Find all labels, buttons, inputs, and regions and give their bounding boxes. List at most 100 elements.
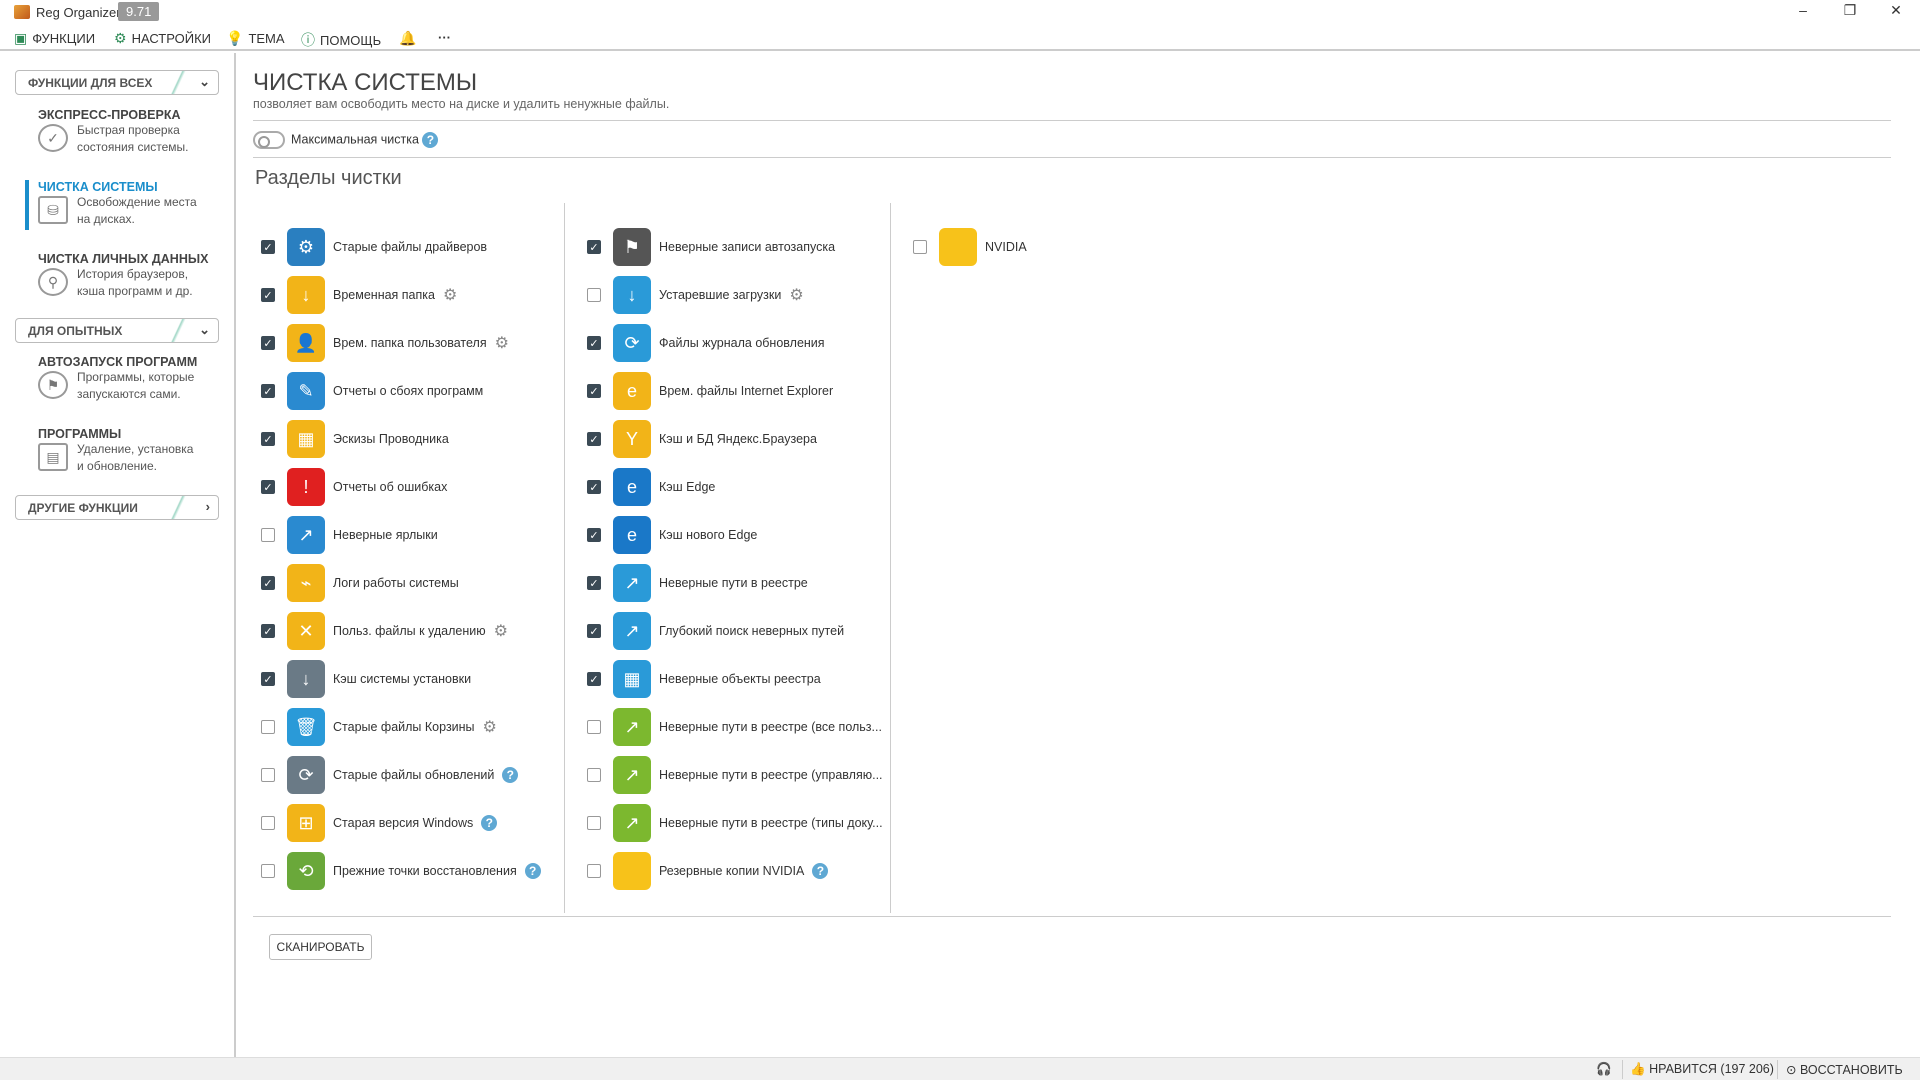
sidebar-item-system-cleanup[interactable]: ЧИСТКА СИСТЕМЫ ⛁ Освобождение места на диск… [38,180,228,228]
gear-icon[interactable]: ⚙ [494,335,509,352]
cleanup-item[interactable]: ✓ e Кэш Edge [583,465,903,509]
item-checkbox[interactable]: ✓ [587,480,601,494]
sidebar-item-programs[interactable]: ПРОГРАММЫ ▤ Удаление, установка и обновлени… [38,427,228,475]
item-checkbox[interactable]: ✓ [587,672,601,686]
gear-icon[interactable]: ⚙ [482,719,497,736]
item-checkbox[interactable]: ✓ [587,240,601,254]
item-icon: ! [287,468,325,506]
restore-button[interactable]: ❐ [1843,2,1857,18]
group-other[interactable]: ДРУГИЕ ФУНКЦИИ › [15,495,219,520]
max-clean-label: Максимальная чистка ? [291,132,439,148]
cleanup-item[interactable]: ✓ ⚑ Неверные записи автозапуска [583,225,903,269]
item-checkbox[interactable] [261,528,275,542]
item-checkbox[interactable] [587,816,601,830]
like-button[interactable]: 👍 НРАВИТСЯ (197 206) [1630,1062,1774,1077]
cleanup-item[interactable]: ✓ ▦ Неверные объекты реестра [583,657,903,701]
support-headset-icon[interactable]: 🎧 [1596,1062,1612,1076]
help-icon[interactable]: ? [524,863,541,879]
cleanup-item[interactable]: ✓ e Врем. файлы Internet Explorer [583,369,903,413]
restore-changes-button[interactable]: ⊙ ВОССТАНОВИТЬ [1786,1062,1903,1077]
item-checkbox[interactable] [913,240,927,254]
item-checkbox[interactable]: ✓ [261,576,275,590]
item-label: Врем. папка пользователя [333,336,487,350]
cleanup-item[interactable]: ⟲ Прежние точки восстановления? [257,849,577,893]
cleanup-item[interactable]: 🗑 Старые файлы Корзины ⚙ [257,705,577,749]
item-checkbox[interactable]: ✓ [261,336,275,350]
cleanup-item[interactable]: ✓ Y Кэш и БД Яндекс.Браузера [583,417,903,461]
close-button[interactable]: ✕ [1890,2,1902,18]
item-checkbox[interactable]: ✓ [587,384,601,398]
cleanup-item[interactable]: ↗ Неверные пути в реестре (все польз... [583,705,903,749]
menu-settings[interactable]: ⚙ НАСТРОЙКИ [114,30,211,47]
help-icon[interactable]: ? [481,815,498,831]
menu-help[interactable]: ⓘ ПОМОЩЬ [301,30,381,50]
item-label: Кэш и БД Яндекс.Браузера [659,432,817,446]
item-checkbox[interactable] [261,816,275,830]
item-checkbox[interactable] [587,768,601,782]
group-advanced[interactable]: ДЛЯ ОПЫТНЫХ ⌄ [15,318,219,343]
menu-functions[interactable]: ▣ ФУНКЦИИ [14,30,95,47]
gear-icon[interactable]: ⚙ [493,623,508,640]
item-checkbox[interactable]: ✓ [587,432,601,446]
cleanup-item[interactable]: ↗ Неверные ярлыки [257,513,577,557]
item-checkbox[interactable]: ✓ [261,432,275,446]
cleanup-item[interactable]: ↓ Устаревшие загрузки ⚙ [583,273,903,317]
cleanup-item[interactable]: ↗ Неверные пути в реестре (управляю... [583,753,903,797]
divider [1622,1060,1623,1079]
item-checkbox[interactable] [587,288,601,302]
item-label: Старые файлы обновлений [333,768,495,782]
cleanup-item[interactable]: ↗ Неверные пути в реестре (типы доку... [583,801,903,845]
item-checkbox[interactable] [587,864,601,878]
cleanup-item[interactable]: ⟳ Старые файлы обновлений? [257,753,577,797]
help-icon[interactable]: ? [502,767,519,783]
item-checkbox[interactable] [587,720,601,734]
scan-button[interactable]: СКАНИРОВАТЬ [269,934,372,960]
max-clean-toggle[interactable] [253,131,285,149]
item-checkbox[interactable]: ✓ [261,240,275,254]
item-checkbox[interactable]: ✓ [261,672,275,686]
cleanup-item[interactable]: ✓ e Кэш нового Edge [583,513,903,557]
item-label: Отчеты о сбоях программ [333,384,484,398]
cleanup-item[interactable]: ✓ ⚙ Старые файлы драйверов [257,225,577,269]
item-checkbox[interactable] [261,720,275,734]
cleanup-item[interactable]: ✓ ↗ Глубокий поиск неверных путей [583,609,903,653]
item-checkbox[interactable]: ✓ [587,624,601,638]
help-icon[interactable]: ? [812,863,829,879]
minimize-button[interactable]: – [1799,2,1807,18]
item-icon: e [613,468,651,506]
item-checkbox[interactable]: ✓ [587,528,601,542]
cleanup-item[interactable]: ✓ ⟳ Файлы журнала обновления [583,321,903,365]
item-checkbox[interactable] [261,768,275,782]
cleanup-item[interactable]: ⊞ Старая версия Windows? [257,801,577,845]
cleanup-item[interactable]: ✓ ✎ Отчеты о сбоях программ [257,369,577,413]
more-button[interactable]: ··· [438,30,451,45]
gear-icon[interactable]: ⚙ [442,287,458,304]
item-checkbox[interactable]: ✓ [261,384,275,398]
sidebar-item-private-data[interactable]: ЧИСТКА ЛИЧНЫХ ДАННЫХ ⚲ История браузеров, к… [38,252,228,300]
group-for-all[interactable]: ФУНКЦИИ ДЛЯ ВСЕХ ⌄ [15,70,219,95]
sidebar-item-autorun[interactable]: АВТОЗАПУСК ПРОГРАММ ⚑ Программы, которые за… [38,355,228,403]
gear-icon[interactable]: ⚙ [789,287,804,304]
cleanup-item[interactable]: Резервные копии NVIDIA? [583,849,903,893]
cleanup-item[interactable]: ✓ ⌁ Логи работы системы [257,561,577,605]
notifications-button[interactable]: 🔔 [399,30,416,47]
help-icon[interactable]: ? [422,132,439,148]
item-icon: ✎ [287,372,325,410]
item-checkbox[interactable]: ✓ [587,576,601,590]
item-desc: состояния системы. [77,140,189,154]
cleanup-item[interactable]: ✓ ✕ Польз. файлы к удалению ⚙ [257,609,577,653]
item-checkbox[interactable]: ✓ [587,336,601,350]
item-checkbox[interactable]: ✓ [261,288,275,302]
cleanup-item[interactable]: NVIDIA [909,225,1229,269]
menu-theme[interactable]: 💡 ТЕМА [226,30,285,47]
cleanup-item[interactable]: ✓ 👤 Врем. папка пользователя ⚙ [257,321,577,365]
cleanup-item[interactable]: ✓ ↗ Неверные пути в реестре [583,561,903,605]
cleanup-item[interactable]: ✓ ↓ Временная папка ⚙ [257,273,577,317]
sidebar-item-express[interactable]: ЭКСПРЕСС-ПРОВЕРКА ✓ Быстрая проверка состоя… [38,108,228,156]
cleanup-item[interactable]: ✓ ↓ Кэш системы установки [257,657,577,701]
item-checkbox[interactable]: ✓ [261,624,275,638]
cleanup-item[interactable]: ✓ ▦ Эскизы Проводника [257,417,577,461]
cleanup-item[interactable]: ✓! Отчеты об ошибках [257,465,577,509]
item-checkbox[interactable]: ✓ [261,480,275,494]
item-checkbox[interactable] [261,864,275,878]
